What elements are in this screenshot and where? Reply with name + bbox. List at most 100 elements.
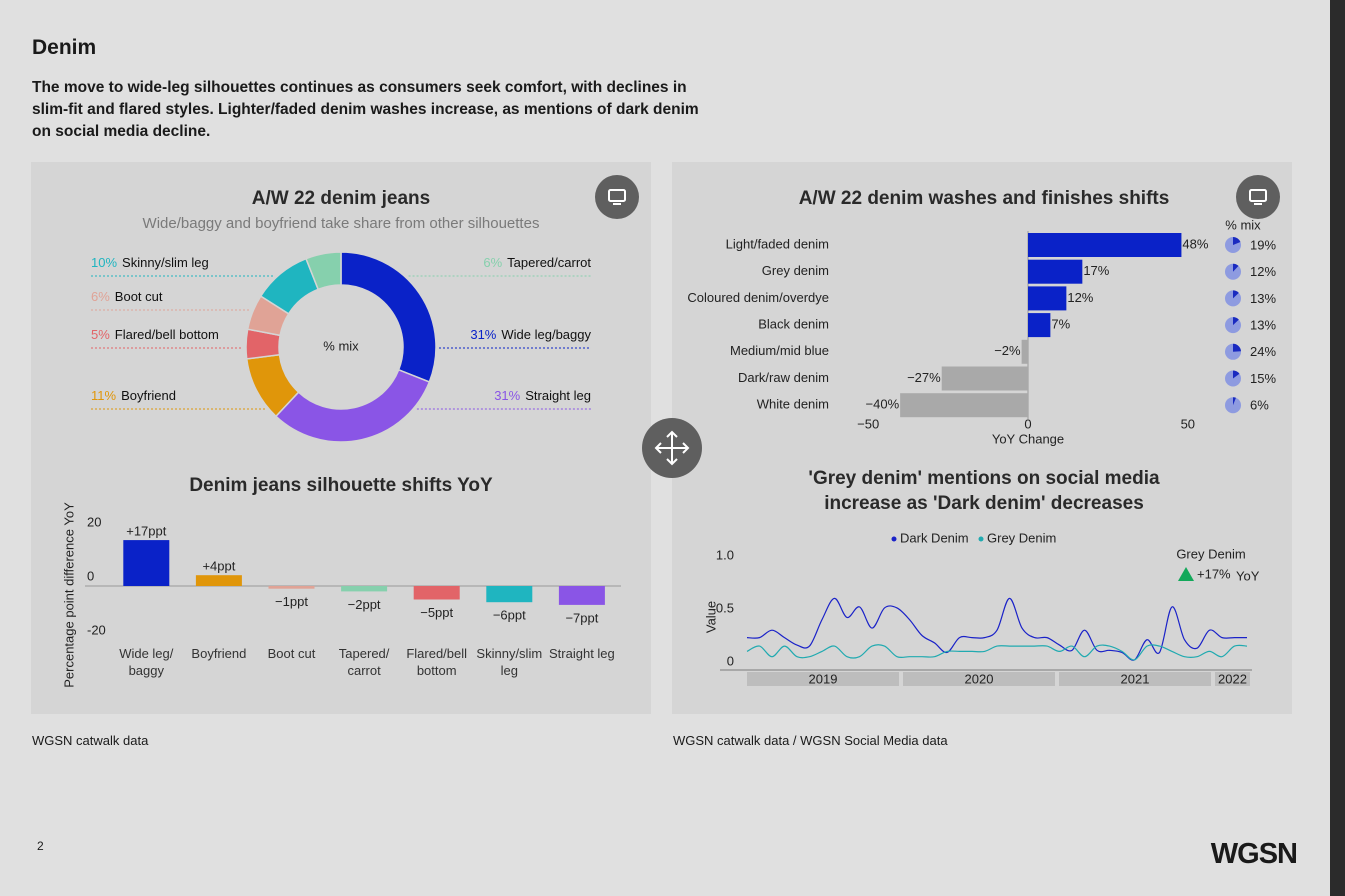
value-label: 7% xyxy=(1051,317,1070,332)
y-axis-label: Value xyxy=(703,601,718,633)
logo: WGSN xyxy=(1210,838,1298,870)
mix-label: 19% xyxy=(1250,237,1276,252)
value-label: −27% xyxy=(907,370,941,385)
x-tick-label: Skinny/slim leg xyxy=(476,646,543,678)
slice-label: 6% Tapered/carrot xyxy=(483,255,591,270)
bar xyxy=(486,586,533,603)
x-tick-label: 2019 xyxy=(809,671,838,686)
line xyxy=(746,644,1248,661)
bar xyxy=(341,586,388,592)
bar xyxy=(1028,313,1051,338)
source: WGSN catwalk data / WGSN Social Media da… xyxy=(673,733,948,748)
line xyxy=(746,597,1247,661)
chart-subtitle: Wide/baggy and boyfriend take share from… xyxy=(143,215,540,232)
value-label: −40% xyxy=(866,397,900,412)
panel xyxy=(672,162,1292,714)
x-tick-label: −50 xyxy=(857,416,879,431)
value-label: −2ppt xyxy=(348,597,381,612)
value-label: −2% xyxy=(994,343,1021,358)
year-band xyxy=(1215,672,1250,686)
year-band xyxy=(1059,672,1211,686)
value-label: −7ppt xyxy=(565,610,598,625)
slice-name: Tapered/carrot xyxy=(507,255,591,270)
present-button[interactable] xyxy=(1236,175,1280,219)
legend-marker xyxy=(978,536,984,542)
mix-label: 13% xyxy=(1250,318,1276,333)
value-label: 17% xyxy=(1083,263,1109,278)
mix-pie-slice xyxy=(1233,370,1240,379)
slice-name: Flared/bell bottom xyxy=(115,327,219,342)
description: The move to wide-leg silhouettes continu… xyxy=(32,79,699,140)
mix-label: 24% xyxy=(1250,344,1276,359)
mix-label: 6% xyxy=(1250,398,1269,413)
slice-label: 6% Boot cut xyxy=(91,289,163,304)
bar xyxy=(1028,286,1067,311)
y-axis-label: Percentage point difference YoY xyxy=(61,502,76,688)
category-label: Dark/raw denim xyxy=(738,370,829,385)
x-tick-label: Tapered/ carrot xyxy=(338,646,390,678)
slice-name: Wide leg/baggy xyxy=(501,327,591,342)
bar xyxy=(900,393,1028,418)
category-label: Coloured denim/overdye xyxy=(687,290,829,305)
bar xyxy=(558,586,605,605)
y-tick-label: 1.0 xyxy=(716,547,734,562)
slice-value: 6% xyxy=(91,289,110,304)
x-tick-label: 2022 xyxy=(1218,671,1247,686)
y-tick-label: 0 xyxy=(727,653,734,668)
mix-label: 13% xyxy=(1250,291,1276,306)
slice-name: Boot cut xyxy=(115,289,163,304)
mix-pie-slice xyxy=(1233,237,1241,245)
page-number: 2 xyxy=(37,839,44,853)
category-label: Grey denim xyxy=(762,263,829,278)
bar xyxy=(1021,339,1028,364)
slice-value: 5% xyxy=(91,327,110,342)
mix-pie-slice xyxy=(1233,397,1236,406)
category-label: White denim xyxy=(757,397,829,412)
legend-label: Dark Denim xyxy=(900,530,969,545)
chart-title: Denim jeans silhouette shifts YoY xyxy=(189,475,493,496)
annotation-series: Grey Denim xyxy=(1176,546,1245,561)
slice-value: 10% xyxy=(91,255,117,270)
legend-marker xyxy=(891,536,897,542)
slice-label: 5% Flared/bell bottom xyxy=(91,327,219,342)
y-tick-label: 0.5 xyxy=(716,600,734,615)
value-label: −6ppt xyxy=(493,608,526,623)
x-tick-label: Wide leg/ baggy xyxy=(119,646,174,678)
category-label: Black denim xyxy=(758,317,829,332)
mix-pie-slice xyxy=(1233,290,1239,299)
year-band xyxy=(747,672,899,686)
bar xyxy=(941,366,1028,391)
x-tick-label: 50 xyxy=(1181,416,1195,431)
bar xyxy=(195,575,242,586)
slice-name: Boyfriend xyxy=(121,388,176,403)
present-button[interactable] xyxy=(595,175,639,219)
slice-name: Skinny/slim leg xyxy=(122,255,209,270)
x-axis-label: YoY Change xyxy=(992,431,1064,446)
slice-value: 31% xyxy=(470,327,496,342)
value-label: −1ppt xyxy=(275,594,308,609)
x-tick-label: 2020 xyxy=(965,671,994,686)
bar xyxy=(123,540,170,586)
bar xyxy=(1028,233,1182,257)
x-tick-label: Straight leg xyxy=(549,646,615,661)
legend-label: Grey Denim xyxy=(987,530,1056,545)
bar xyxy=(1028,259,1083,284)
y-tick-label: 20 xyxy=(87,514,101,529)
slice-value: 31% xyxy=(494,388,520,403)
center-label: % mix xyxy=(323,338,359,353)
chart-title: A/W 22 denim jeans xyxy=(252,188,430,209)
x-tick-label: 0 xyxy=(1024,416,1031,431)
x-tick-label: 2021 xyxy=(1121,671,1150,686)
value-label: 12% xyxy=(1067,290,1093,305)
bar xyxy=(268,586,315,589)
category-label: Medium/mid blue xyxy=(730,343,829,358)
chart-title: A/W 22 denim washes and finishes shifts xyxy=(799,188,1170,209)
slice-value: 11% xyxy=(91,388,116,403)
mix-pie-slice xyxy=(1233,343,1241,352)
slice-label: 31% Straight leg xyxy=(494,388,591,403)
mix-title: % mix xyxy=(1225,217,1261,232)
move-button[interactable] xyxy=(642,418,702,478)
slice-value: 6% xyxy=(483,255,502,270)
slice-label: 10% Skinny/slim leg xyxy=(91,255,209,270)
